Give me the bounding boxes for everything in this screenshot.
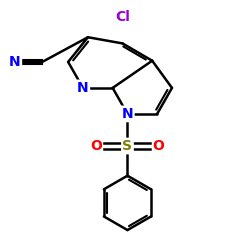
Text: N: N xyxy=(9,55,21,69)
Text: Cl: Cl xyxy=(115,10,130,24)
Text: S: S xyxy=(122,139,132,153)
Text: O: O xyxy=(152,139,164,153)
Text: N: N xyxy=(122,107,133,121)
Text: O: O xyxy=(91,139,102,153)
Text: N: N xyxy=(77,81,89,95)
